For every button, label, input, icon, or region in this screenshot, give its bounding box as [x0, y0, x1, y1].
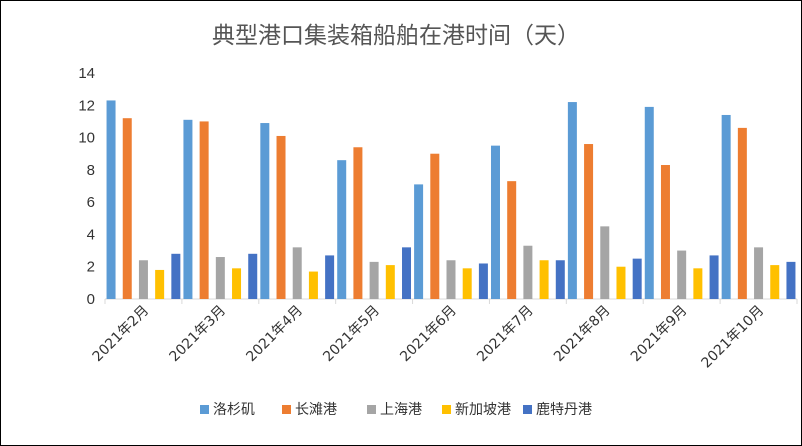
y-tick-label-4: 8 [87, 162, 95, 179]
bar-1-6 [490, 145, 500, 299]
bar-5-2 [248, 253, 258, 299]
y-tick-label-3: 6 [87, 194, 95, 211]
legend-label-5: 鹿特丹港 [536, 401, 592, 418]
legend-label-2: 长滩港 [295, 402, 337, 418]
bar-1-2 [183, 119, 193, 299]
bar-3-9 [754, 247, 764, 299]
bar-2-6 [507, 181, 517, 299]
bar-2-9 [737, 127, 747, 299]
bar-3-2 [215, 257, 225, 299]
bar-2-2 [199, 121, 209, 299]
x-tick-label-9: 2021年10月 [698, 303, 767, 372]
bar-3-4 [369, 261, 379, 299]
bar-4-3 [308, 271, 318, 299]
legend-swatch-2 [282, 405, 291, 414]
x-tick-label-3: 2021年4月 [243, 303, 306, 366]
legend-swatch-5 [523, 405, 532, 414]
bar-1-5 [414, 184, 424, 299]
bar-1-8 [644, 106, 654, 300]
x-tick-labels: 2021年2月 2021年3月 2021年4月 2021年5月 2021年6月 2021年… [90, 303, 768, 372]
x-axis [104, 298, 798, 304]
bar-3-7 [600, 226, 610, 299]
bar-2-4 [353, 147, 363, 299]
y-tick-label-1: 2 [87, 259, 95, 276]
x-tick-label-1: 2021年2月 [90, 303, 153, 366]
legend-swatch-4 [442, 405, 451, 414]
bar-1-4 [337, 160, 347, 299]
bar-2-7 [584, 144, 594, 299]
bar-2-1 [122, 118, 132, 299]
bar-5-3 [325, 255, 335, 299]
bar-4-9 [770, 265, 780, 299]
bar-3-5 [446, 260, 456, 299]
x-tick-label-2: 2021年3月 [167, 303, 230, 366]
bar-4-7 [616, 266, 626, 299]
y-tick-label-6: 12 [78, 97, 95, 114]
chart-title: 典型港口集装箱船舶在港时间（天） [212, 23, 580, 49]
bar-2-8 [660, 165, 670, 299]
bar-5-7 [632, 258, 642, 299]
x-tick-label-5: 2021年6月 [397, 303, 460, 366]
legend: 洛杉矶 长滩港 上海港 新加坡港 鹿特丹港 [200, 401, 592, 418]
bar-4-8 [693, 268, 703, 299]
y-tick-label-7: 14 [78, 65, 95, 82]
bar-1-7 [567, 102, 577, 299]
bar-area [106, 100, 796, 300]
bar-3-1 [138, 260, 148, 299]
y-tick-label-0: 0 [87, 291, 95, 308]
x-tick-label-8: 2021年9月 [628, 303, 691, 366]
bar-1-3 [260, 123, 270, 300]
bar-4-1 [155, 269, 165, 299]
x-tick-label-6: 2021年7月 [474, 303, 537, 366]
bar-2-5 [430, 153, 440, 299]
bar-4-2 [232, 268, 242, 299]
bar-2-3 [276, 135, 286, 299]
legend-label-1: 洛杉矶 [213, 402, 255, 418]
bar-5-1 [171, 253, 181, 299]
x-tick-label-7: 2021年8月 [551, 303, 614, 366]
bar-4-5 [462, 268, 472, 299]
bar-5-6 [555, 260, 565, 299]
x-tick-label-4: 2021年5月 [320, 303, 383, 366]
bar-5-9 [786, 261, 796, 299]
bar-1-1 [106, 100, 116, 299]
bar-5-5 [478, 263, 488, 299]
legend-swatch-1 [200, 405, 209, 414]
legend-swatch-3 [367, 405, 376, 414]
y-tick-label-2: 4 [87, 226, 95, 243]
y-axis: 0 2 4 6 8 10 12 14 [78, 65, 95, 308]
bar-3-3 [292, 247, 302, 299]
y-tick-label-5: 10 [78, 130, 95, 147]
bar-1-9 [721, 114, 731, 299]
bar-3-8 [677, 250, 687, 299]
bar-5-4 [402, 247, 412, 299]
bar-4-6 [539, 260, 549, 299]
bar-4-4 [385, 265, 395, 299]
legend-label-4: 新加坡港 [455, 402, 511, 418]
bar-3-6 [523, 245, 533, 299]
bar-5-8 [709, 255, 719, 299]
legend-label-3: 上海港 [380, 402, 422, 418]
